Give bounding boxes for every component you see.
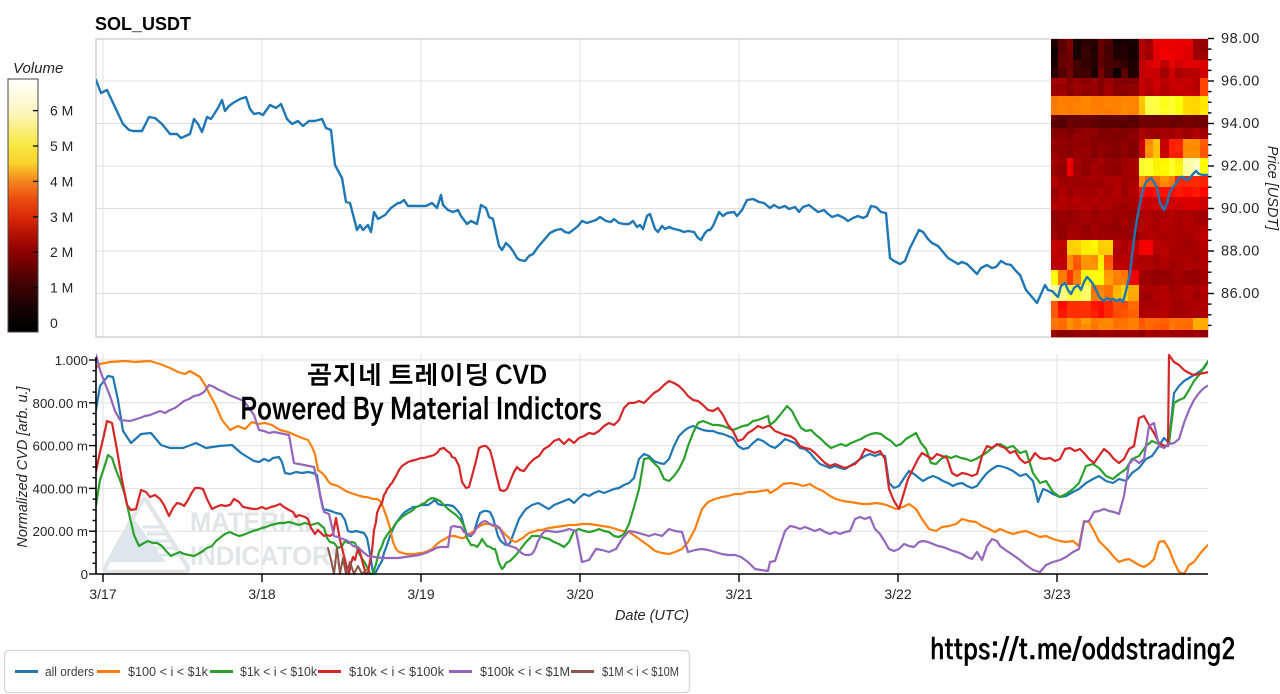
svg-text:3/18: 3/18 bbox=[248, 586, 275, 602]
svg-text:88.00: 88.00 bbox=[1221, 244, 1260, 260]
svg-text:3/19: 3/19 bbox=[407, 586, 434, 602]
svg-text:3/22: 3/22 bbox=[884, 586, 911, 602]
svg-text:800.00 m: 800.00 m bbox=[33, 396, 88, 411]
svg-text:400.00 m: 400.00 m bbox=[33, 481, 88, 496]
svg-text:3/20: 3/20 bbox=[566, 586, 593, 602]
svg-text:Volume: Volume bbox=[13, 60, 63, 77]
svg-text:200.00 m: 200.00 m bbox=[33, 524, 88, 539]
svg-text:$100 < i < $1k: $100 < i < $1k bbox=[128, 664, 208, 679]
svg-text:6 M: 6 M bbox=[50, 103, 73, 119]
svg-text:$1M < i < $10M: $1M < i < $10M bbox=[602, 664, 679, 679]
svg-text:86.00: 86.00 bbox=[1221, 286, 1260, 302]
svg-text:92.00: 92.00 bbox=[1221, 159, 1260, 175]
svg-text:1.000: 1.000 bbox=[55, 353, 88, 368]
svg-text:3/17: 3/17 bbox=[89, 586, 116, 602]
svg-text:all orders: all orders bbox=[45, 664, 94, 679]
svg-text:94.00: 94.00 bbox=[1221, 116, 1260, 132]
svg-text:600.00 m: 600.00 m bbox=[33, 439, 88, 454]
svg-text:$10k < i < $100k: $10k < i < $100k bbox=[349, 664, 444, 679]
svg-text:4 M: 4 M bbox=[50, 173, 73, 189]
svg-text:2 M: 2 M bbox=[50, 244, 73, 260]
svg-text:INDICATORS: INDICATORS bbox=[190, 541, 348, 571]
svg-text:3/23: 3/23 bbox=[1043, 586, 1070, 602]
svg-text:Date (UTC): Date (UTC) bbox=[615, 608, 689, 624]
svg-text:$100k < i < $1M: $100k < i < $1M bbox=[480, 664, 570, 679]
svg-text:0: 0 bbox=[50, 315, 58, 331]
svg-text:0: 0 bbox=[81, 567, 88, 582]
svg-text:MATERIAL: MATERIAL bbox=[190, 507, 320, 537]
svg-text:5 M: 5 M bbox=[50, 138, 73, 154]
svg-text:SOL_USDT: SOL_USDT bbox=[95, 14, 191, 34]
svg-text:96.00: 96.00 bbox=[1221, 74, 1260, 90]
svg-text:$1k < i < $10k: $1k < i < $10k bbox=[240, 664, 317, 679]
svg-text:1 M: 1 M bbox=[50, 280, 73, 296]
svg-text:Normalized CVD [arb. u.]: Normalized CVD [arb. u.] bbox=[15, 385, 31, 547]
svg-text:3 M: 3 M bbox=[50, 209, 73, 225]
svg-text:98.00: 98.00 bbox=[1221, 31, 1260, 47]
svg-text:3/21: 3/21 bbox=[725, 586, 752, 602]
svg-text:Price [USDT]: Price [USDT] bbox=[1264, 146, 1280, 232]
svg-text:90.00: 90.00 bbox=[1221, 201, 1260, 217]
